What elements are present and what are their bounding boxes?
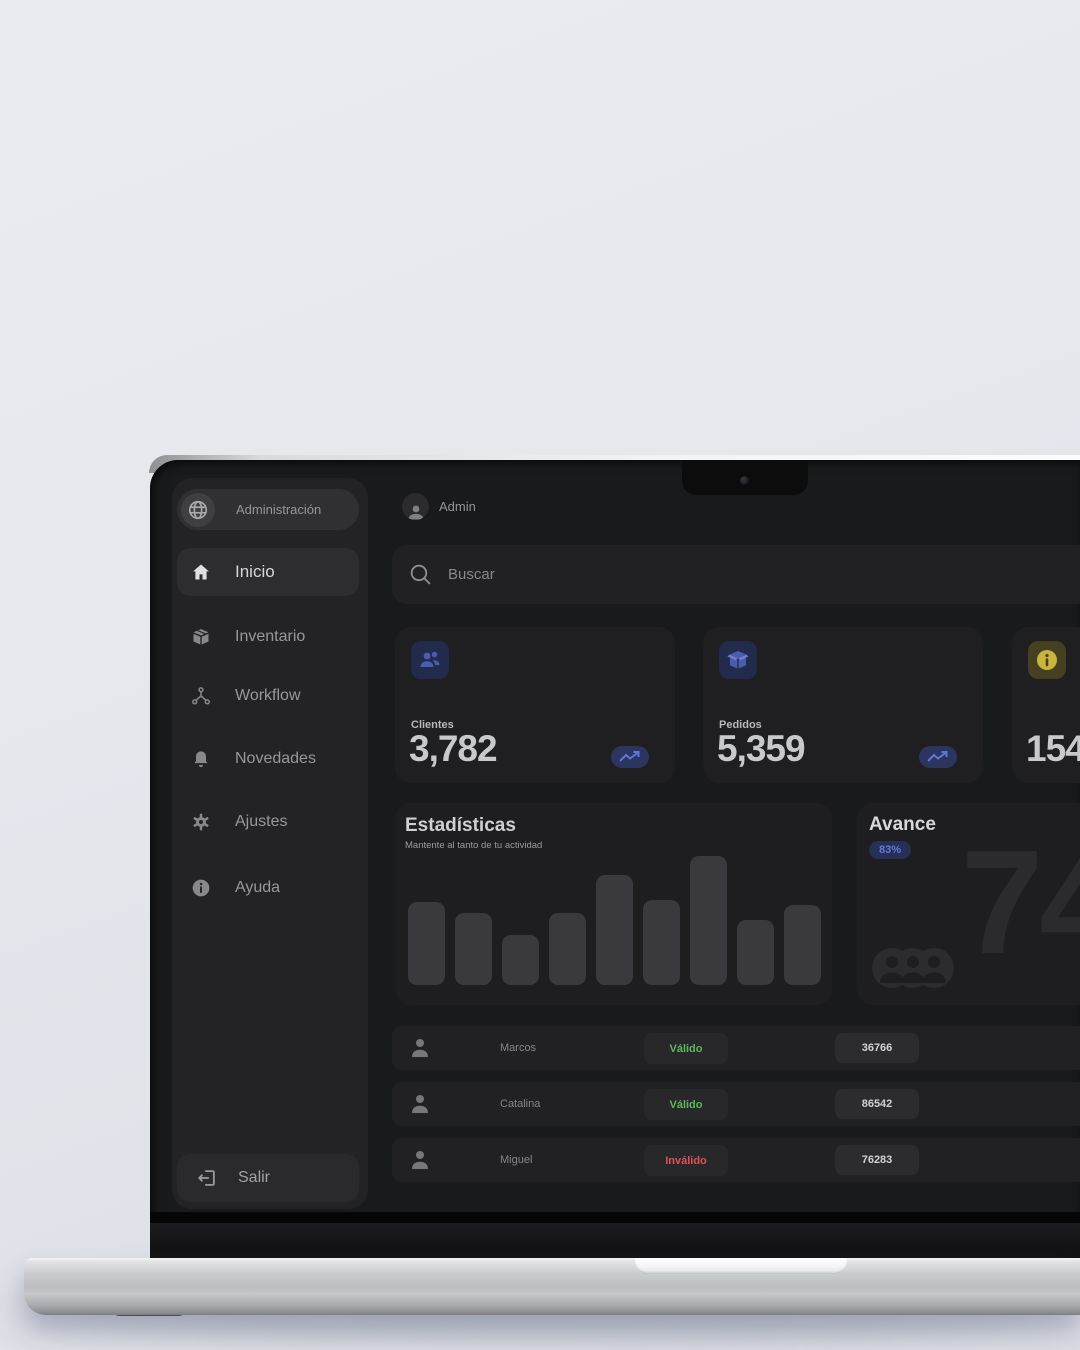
bell-icon: [190, 748, 212, 770]
sidebar-item-label: Ayuda: [235, 879, 281, 896]
bar: [737, 920, 774, 985]
sidebar-item-label: Inicio: [235, 562, 275, 581]
statistics-title: Estadísticas: [405, 815, 516, 836]
laptop-base: [24, 1258, 1080, 1315]
value-badge: 36766: [835, 1033, 919, 1063]
row-name: Miguel: [500, 1154, 533, 1166]
table-row[interactable]: Catalina Válido 86542: [392, 1082, 1080, 1126]
laptop-hinge: [150, 1223, 1080, 1258]
sidebar-item-inicio[interactable]: Inicio: [177, 548, 359, 596]
bar: [502, 935, 539, 985]
stat-card-label: Clientes: [411, 719, 454, 731]
search-placeholder: Buscar: [448, 566, 495, 583]
stat-card-value: 3,782: [409, 728, 498, 769]
people-group-icon: [871, 947, 955, 994]
laptop-screen: Administración Inicio Inventario: [150, 460, 1080, 1258]
stat-card-third[interactable]: 154: [1012, 627, 1080, 783]
status-badge: Válido: [644, 1033, 728, 1064]
package-icon: [719, 641, 757, 679]
workflow-icon: [190, 685, 212, 707]
bar: [549, 913, 586, 985]
trend-up-icon: [919, 746, 957, 768]
bar: [784, 905, 821, 985]
lid-lift-groove: [634, 1258, 848, 1274]
workspace-pill[interactable]: Administración: [177, 489, 359, 530]
bar-chart: [408, 856, 821, 985]
search-icon: [408, 562, 433, 587]
bar: [408, 902, 445, 985]
users-icon: [411, 641, 449, 679]
person-icon: [408, 1092, 432, 1116]
value-badge: 76283: [835, 1145, 919, 1175]
row-name: Marcos: [500, 1042, 537, 1054]
bar: [690, 856, 727, 985]
sidebar-item-novedades[interactable]: Novedades: [177, 735, 359, 783]
stat-card-value: 5,359: [717, 728, 806, 769]
bar: [643, 900, 680, 985]
search-bar[interactable]: Buscar: [392, 545, 1080, 604]
logout-button[interactable]: Salir: [177, 1154, 359, 1202]
globe-icon: [181, 493, 215, 527]
sidebar-item-ayuda[interactable]: Ayuda: [177, 864, 359, 912]
progress-card: Avance 83% 74: [857, 803, 1080, 1005]
stat-card-label: Pedidos: [719, 719, 762, 731]
box-icon: [190, 626, 212, 648]
user-avatar[interactable]: [402, 493, 429, 520]
value-badge: 86542: [835, 1089, 919, 1119]
bar: [455, 913, 492, 985]
statistics-subtitle: Mantente al tanto de tu actividad: [405, 840, 543, 851]
sidebar-item-label: Workflow: [235, 687, 301, 704]
table-row[interactable]: Miguel Inválido 76283: [392, 1138, 1080, 1182]
sidebar-item-workflow[interactable]: Workflow: [177, 672, 359, 720]
status-badge: Válido: [644, 1089, 728, 1120]
progress-title: Avance: [869, 814, 936, 835]
sidebar: Administración Inicio Inventario: [172, 478, 368, 1209]
statistics-card: Estadísticas Mantente al tanto de tu act…: [395, 803, 832, 1005]
alert-info-icon: [1028, 641, 1066, 679]
stat-card-clientes[interactable]: Clientes 3,782: [395, 627, 675, 783]
home-icon: [190, 561, 212, 583]
camera-notch: [682, 460, 808, 495]
gear-icon: [190, 811, 212, 833]
progress-ghost-value: 74: [961, 820, 1080, 985]
info-icon: [190, 877, 212, 899]
person-icon: [408, 1036, 432, 1060]
bar: [596, 875, 633, 985]
sidebar-item-inventario[interactable]: Inventario: [177, 613, 359, 661]
sidebar-item-label: Novedades: [235, 750, 316, 767]
progress-badge: 83%: [869, 841, 912, 859]
webcam-icon: [740, 476, 749, 485]
logout-label: Salir: [238, 1169, 271, 1186]
row-name: Catalina: [500, 1098, 541, 1110]
sidebar-item-ajustes[interactable]: Ajustes: [177, 798, 359, 846]
trend-up-icon: [611, 746, 649, 768]
table-row[interactable]: Marcos Válido 36766: [392, 1026, 1080, 1070]
stat-card-value: 154: [1026, 728, 1080, 769]
person-icon: [408, 1148, 432, 1172]
status-badge: Inválido: [644, 1145, 728, 1176]
sidebar-item-label: Ajustes: [235, 813, 288, 830]
workspace-label: Administración: [236, 502, 322, 517]
stat-card-pedidos[interactable]: Pedidos 5,359: [703, 627, 983, 783]
screen-bottom-bezel: [150, 1212, 1080, 1223]
logout-icon: [196, 1167, 218, 1189]
sidebar-item-label: Inventario: [235, 628, 306, 645]
user-name: Admin: [439, 499, 476, 514]
